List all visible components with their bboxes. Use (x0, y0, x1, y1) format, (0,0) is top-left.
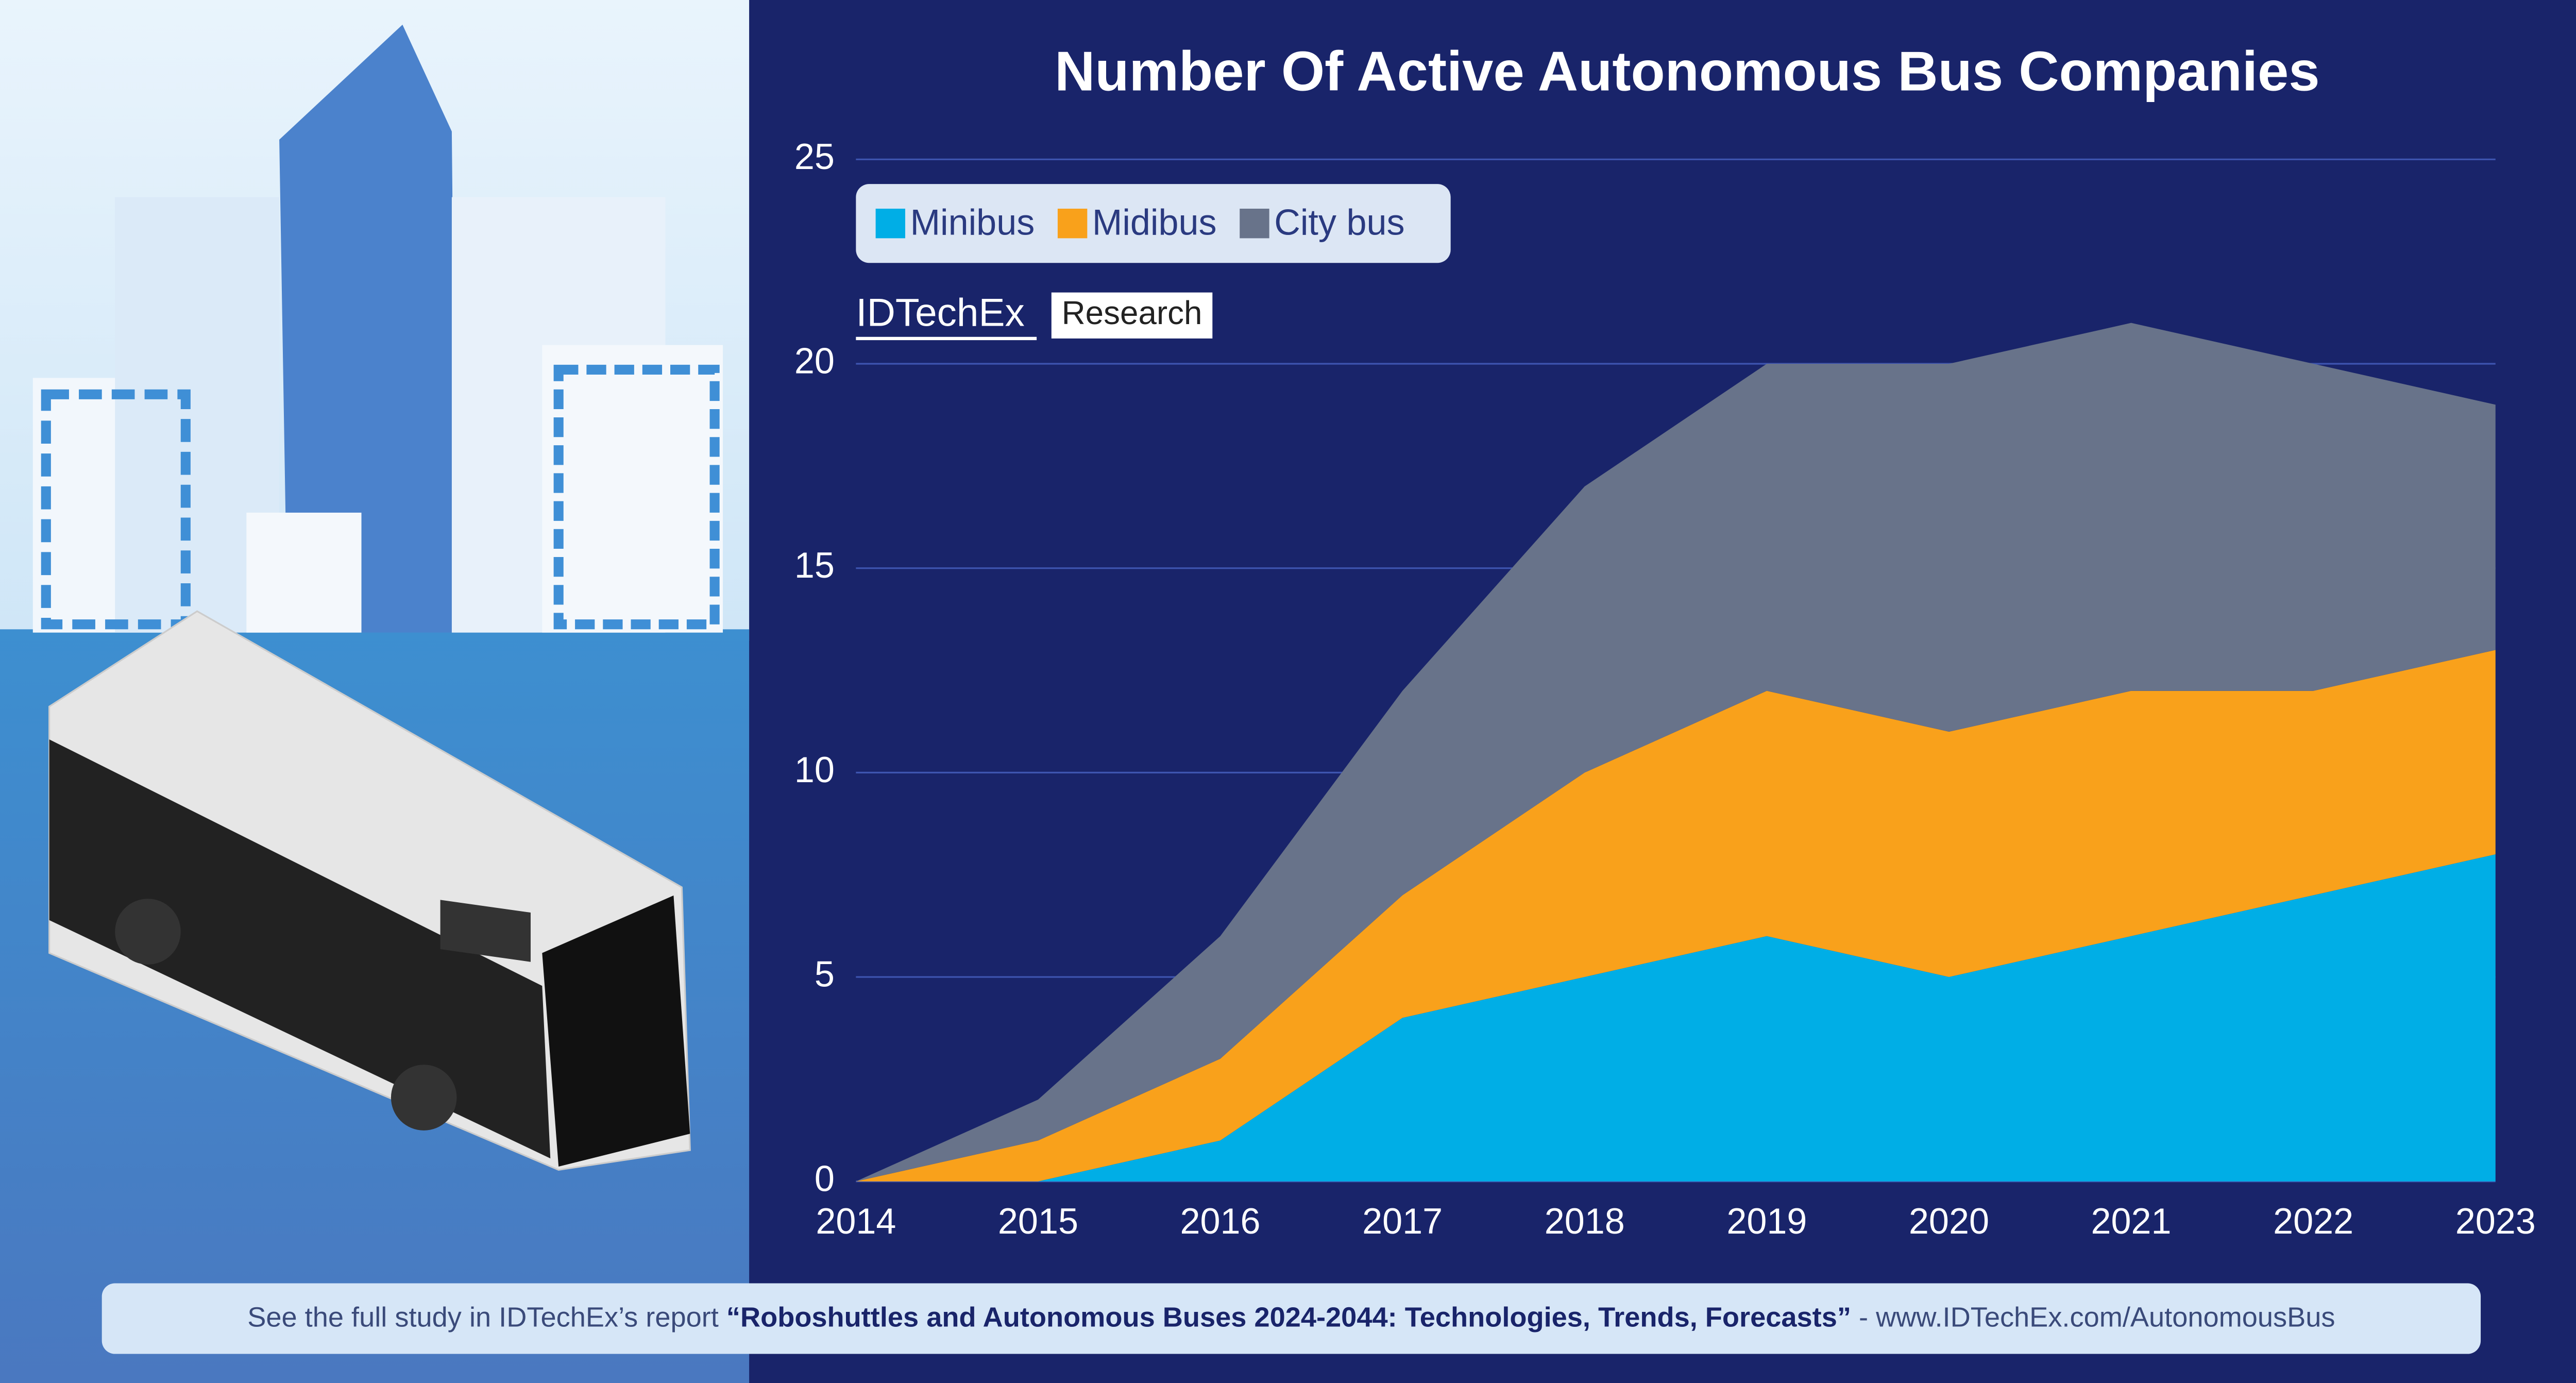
legend-swatch (875, 208, 906, 239)
chart-title: Number Of Active Autonomous Bus Companie… (1055, 40, 2319, 102)
area (856, 650, 2496, 1182)
y-tick-label: 0 (815, 1158, 835, 1199)
x-tick-label: 2014 (816, 1201, 896, 1241)
footer-lead: See the full study in IDTechEx’s report (247, 1302, 726, 1333)
logo-tag: Research (1062, 294, 1202, 331)
x-tick-label: 2018 (1545, 1201, 1625, 1241)
legend-swatch (1240, 208, 1269, 239)
x-tick-label: 2019 (1726, 1201, 1807, 1241)
footer-tail: - www.IDTechEx.com/AutonomousBus (1851, 1302, 2335, 1333)
y-tick-label: 20 (794, 341, 835, 381)
y-tick-label: 5 (815, 954, 835, 994)
legend-swatch (1057, 208, 1088, 239)
x-tick-label: 2020 (1909, 1201, 1989, 1241)
y-tick-label: 25 (794, 136, 835, 177)
x-tick-label: 2023 (2455, 1201, 2536, 1241)
logo: IDTechEx Research (856, 291, 1213, 341)
y-tick-label: 10 (794, 749, 835, 790)
area (856, 323, 2496, 1182)
area (856, 854, 2496, 1182)
y-tick-label: 15 (794, 545, 835, 585)
logo-brand: IDTechEx (856, 291, 1024, 334)
legend-label: City bus (1274, 201, 1404, 242)
footer: See the full study in IDTechEx’s report … (247, 1302, 2335, 1333)
x-tick-label: 2017 (1362, 1201, 1443, 1241)
legend: Minibus Midibus City bus (856, 184, 1451, 263)
footer-box (101, 1283, 2481, 1354)
plot-area: 0 5 10 15 20 25 2014 2015 2016 2017 2018 2019 2020 20… (794, 136, 2536, 1241)
legend-box (856, 184, 1451, 263)
footer-report: “Roboshuttles and Autonomous Buses 2024-… (726, 1302, 1851, 1333)
x-tick-label: 2022 (2273, 1201, 2353, 1241)
legend-label: Minibus (910, 201, 1035, 242)
legend-label: Midibus (1092, 201, 1217, 242)
x-tick-label: 2016 (1180, 1201, 1261, 1241)
x-tick-label: 2021 (2091, 1201, 2172, 1241)
x-tick-label: 2015 (998, 1201, 1078, 1241)
illustration (0, 0, 750, 1383)
